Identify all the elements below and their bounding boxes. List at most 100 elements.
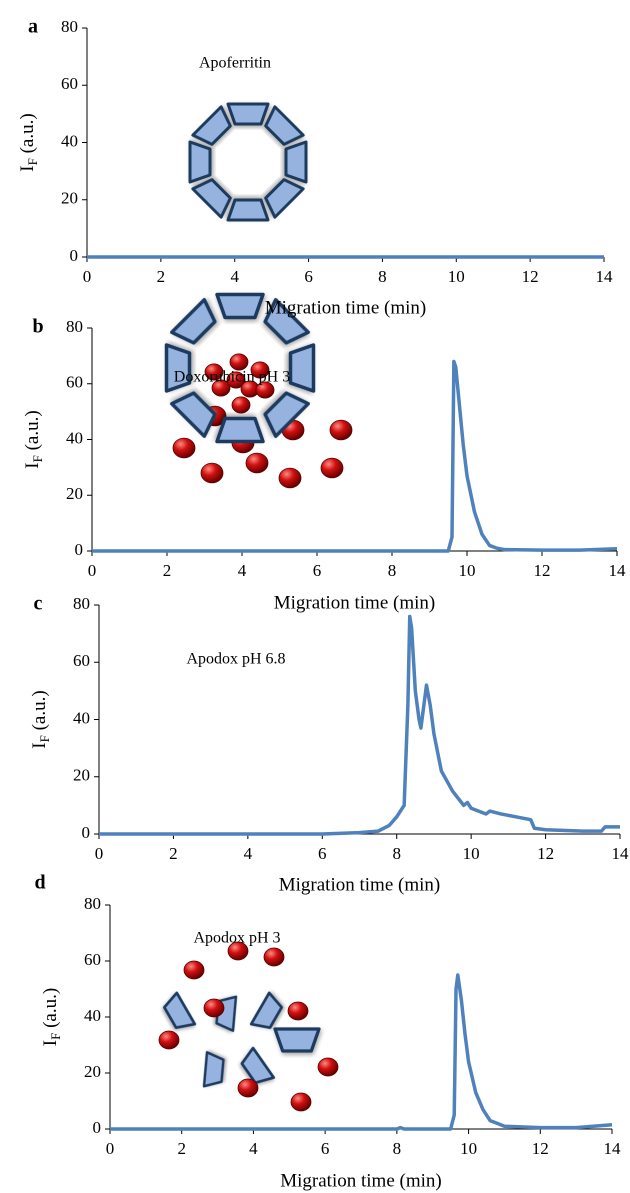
x-axis-label: Migration time (min) bbox=[279, 874, 440, 895]
drug-icon bbox=[204, 363, 224, 381]
subunit-shape bbox=[226, 102, 270, 126]
panel-label: c bbox=[34, 593, 43, 615]
drug-icon bbox=[203, 998, 225, 1018]
subunit-icon bbox=[202, 1051, 225, 1088]
x-tick-label: 8 bbox=[392, 844, 401, 863]
panel-label: d bbox=[34, 872, 45, 894]
x-tick-label: 10 bbox=[460, 1139, 477, 1158]
y-axis-label-part: (a.u.) bbox=[40, 988, 61, 1033]
chart-title: Doxorubicin pH 3 bbox=[174, 369, 290, 386]
x-tick-label: 8 bbox=[393, 1139, 402, 1158]
y-tick-label: 0 bbox=[75, 540, 84, 559]
x-tick-label: 4 bbox=[230, 267, 239, 286]
drug-icon bbox=[290, 1092, 312, 1112]
drug-icon bbox=[250, 361, 270, 379]
y-axis-label-part: I bbox=[17, 165, 38, 171]
subunit-icon bbox=[249, 991, 283, 1029]
drug-icon bbox=[227, 941, 249, 961]
x-tick-label: 4 bbox=[238, 561, 247, 580]
subunit-shape bbox=[226, 198, 270, 222]
x-tick-label: 14 bbox=[604, 1139, 622, 1158]
subunit-shape bbox=[288, 343, 316, 393]
drug-icon bbox=[183, 960, 205, 980]
subunit-icon bbox=[264, 178, 305, 219]
x-tick-label: 14 bbox=[596, 267, 614, 286]
y-axis-label: IF (a.u.) bbox=[29, 690, 52, 748]
x-tick-label: 14 bbox=[609, 561, 627, 580]
x-tick-label: 10 bbox=[463, 844, 480, 863]
data-line bbox=[92, 359, 618, 553]
drug-icon bbox=[237, 1078, 259, 1098]
subunit-icon bbox=[191, 178, 232, 219]
drug-icon bbox=[245, 452, 269, 474]
y-tick-label: 80 bbox=[66, 317, 83, 336]
subunit-icon bbox=[226, 102, 270, 126]
x-tick-label: 0 bbox=[88, 561, 97, 580]
subunit-shape bbox=[163, 991, 197, 1029]
subunit-icon bbox=[264, 105, 305, 146]
x-tick-label: 2 bbox=[163, 561, 172, 580]
subunit-icon bbox=[170, 391, 217, 438]
y-tick-label: 40 bbox=[73, 708, 90, 727]
subunit-shape bbox=[263, 298, 310, 345]
y-tick-label: 40 bbox=[84, 1006, 101, 1025]
subunit-shape bbox=[170, 298, 217, 345]
y-tick-label: 0 bbox=[70, 246, 79, 265]
drug-icon bbox=[287, 1001, 309, 1021]
x-tick-label: 0 bbox=[106, 1139, 115, 1158]
y-tick-label: 60 bbox=[61, 74, 78, 93]
subunit-icon bbox=[170, 298, 217, 345]
drug-icon bbox=[200, 462, 224, 484]
chart-title: Apodox pH 3 bbox=[193, 930, 280, 947]
x-tick-label: 10 bbox=[459, 561, 476, 580]
y-axis-label-part: F bbox=[25, 158, 40, 165]
y-axis-label: IF (a.u.) bbox=[17, 113, 40, 171]
x-tick-label: 2 bbox=[177, 1139, 186, 1158]
y-tick-label: 80 bbox=[73, 594, 90, 613]
subunit-icon bbox=[226, 198, 270, 222]
subunit-icon bbox=[288, 343, 316, 393]
drug-icon bbox=[231, 396, 251, 414]
x-tick-label: 8 bbox=[388, 561, 397, 580]
x-tick-label: 12 bbox=[522, 267, 539, 286]
x-tick-label: 4 bbox=[249, 1139, 258, 1158]
subunit-shape bbox=[170, 391, 217, 438]
y-tick-label: 40 bbox=[66, 428, 83, 447]
drug-icon bbox=[172, 437, 196, 459]
data-line bbox=[99, 614, 620, 836]
y-tick-label: 60 bbox=[66, 373, 83, 392]
subunit-shape bbox=[263, 391, 310, 438]
subunit-shape bbox=[273, 1027, 321, 1053]
x-axis-label: Migration time (min) bbox=[280, 1170, 441, 1191]
x-tick-label: 12 bbox=[532, 1139, 549, 1158]
subunit-shape bbox=[191, 178, 232, 219]
y-axis-label-part: (a.u.) bbox=[17, 113, 38, 158]
y-axis-label-part: I bbox=[22, 462, 43, 468]
y-axis-label: IF (a.u.) bbox=[40, 988, 63, 1046]
x-tick-label: 2 bbox=[157, 267, 166, 286]
drug-icon bbox=[317, 1057, 339, 1077]
y-tick-label: 80 bbox=[61, 17, 78, 36]
x-tick-label: 0 bbox=[83, 267, 92, 286]
x-tick-label: 0 bbox=[95, 844, 104, 863]
x-tick-label: 6 bbox=[304, 267, 313, 286]
y-tick-label: 20 bbox=[84, 1062, 101, 1081]
subunit-shape bbox=[284, 140, 308, 184]
x-tick-label: 6 bbox=[321, 1139, 330, 1158]
subunit-shape bbox=[264, 105, 305, 146]
y-tick-label: 40 bbox=[61, 131, 78, 150]
y-tick-label: 20 bbox=[61, 189, 78, 208]
y-axis-label-part: I bbox=[29, 742, 50, 748]
subunit-shape bbox=[164, 343, 192, 393]
subunit-icon bbox=[215, 416, 265, 444]
y-tick-label: 80 bbox=[84, 894, 101, 913]
panel-label: a bbox=[28, 16, 38, 38]
y-tick-label: 60 bbox=[73, 651, 90, 670]
y-axis-label-part: (a.u.) bbox=[22, 410, 43, 455]
y-tick-label: 60 bbox=[84, 950, 101, 969]
x-tick-label: 6 bbox=[318, 844, 327, 863]
subunit-shape bbox=[264, 178, 305, 219]
y-axis-label-part: F bbox=[37, 735, 52, 742]
y-axis-label-part: F bbox=[30, 455, 45, 462]
subunit-icon bbox=[163, 991, 197, 1029]
